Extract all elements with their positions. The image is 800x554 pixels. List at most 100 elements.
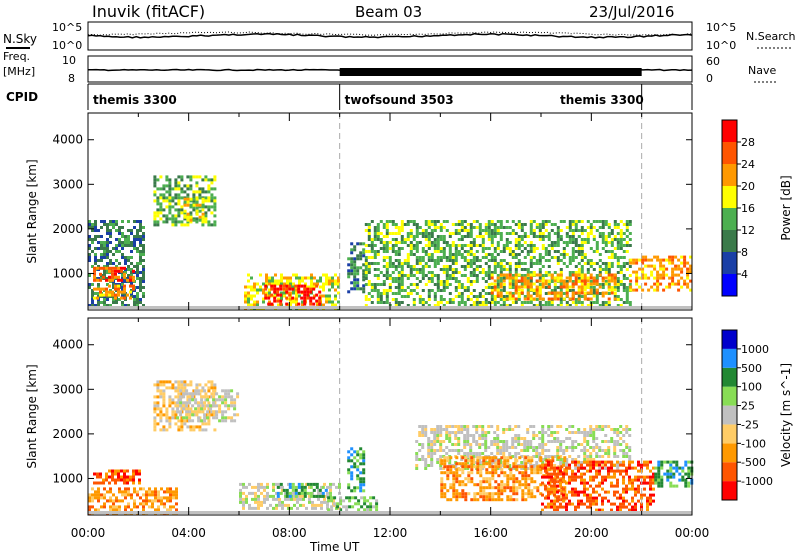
scatter-cell bbox=[350, 269, 354, 273]
scatter-cell bbox=[376, 295, 380, 298]
scatter-cell bbox=[278, 482, 281, 486]
scatter-cell bbox=[478, 446, 482, 449]
scatter-cell bbox=[550, 434, 554, 437]
scatter-cell bbox=[129, 284, 132, 288]
scatter-cell bbox=[568, 437, 572, 440]
scatter-cell bbox=[616, 481, 619, 485]
scatter-cell bbox=[520, 455, 524, 458]
scatter-cell bbox=[433, 452, 437, 455]
scatter-cell bbox=[153, 407, 157, 411]
scatter-cell bbox=[488, 480, 492, 484]
scatter-cell bbox=[505, 297, 509, 301]
scatter-cell bbox=[475, 250, 479, 253]
scatter-cell bbox=[544, 253, 548, 256]
scatter-cell bbox=[121, 286, 124, 289]
scatter-cell bbox=[622, 238, 626, 241]
scatter-cell bbox=[242, 482, 245, 486]
scatter-cell bbox=[440, 462, 444, 466]
scatter-cell bbox=[619, 304, 623, 307]
scatter-cell bbox=[454, 464, 458, 467]
scatter-cell bbox=[551, 480, 555, 484]
scatter-cell bbox=[382, 259, 386, 262]
scatter-cell bbox=[153, 419, 157, 423]
scatter-cell bbox=[100, 301, 103, 304]
scatter-cell bbox=[185, 410, 189, 414]
scatter-cell bbox=[427, 238, 431, 241]
scatter-cell bbox=[385, 232, 389, 235]
scatter-cell bbox=[136, 304, 139, 307]
scatter-cell bbox=[103, 265, 106, 268]
scatter-cell bbox=[154, 493, 157, 497]
scatter-cell bbox=[177, 214, 181, 218]
scatter-cell bbox=[547, 425, 551, 428]
scatter-cell bbox=[142, 505, 145, 509]
scatter-cell bbox=[394, 280, 398, 283]
scatter-cell bbox=[177, 428, 181, 432]
scatter-cell bbox=[91, 295, 94, 298]
scatter-cell bbox=[625, 472, 628, 476]
scatter-cell bbox=[88, 505, 91, 509]
scatter-cell bbox=[514, 262, 518, 265]
scatter-cell bbox=[439, 443, 443, 446]
scatter-cell bbox=[100, 235, 103, 238]
scatter-cell bbox=[100, 241, 103, 244]
scatter-cell bbox=[583, 437, 587, 440]
scatter-cell bbox=[467, 465, 471, 469]
scatter-cell bbox=[586, 268, 590, 271]
scatter-cell bbox=[503, 471, 507, 475]
scatter-cell bbox=[367, 298, 371, 301]
scatter-cell bbox=[665, 258, 669, 262]
scatter-cell bbox=[514, 452, 518, 455]
scatter-cell bbox=[221, 398, 225, 402]
scatter-cell bbox=[455, 480, 459, 484]
scatter-cell bbox=[589, 499, 592, 503]
scatter-cell bbox=[242, 506, 245, 510]
scatter-cell bbox=[464, 498, 468, 502]
scatter-cell bbox=[544, 259, 548, 262]
scatter-cell bbox=[385, 298, 389, 301]
scatter-cell bbox=[180, 223, 184, 227]
scatter-cell bbox=[97, 301, 100, 304]
scatter-cell bbox=[541, 475, 544, 479]
scatter-cell bbox=[526, 428, 530, 431]
scatter-cell bbox=[154, 487, 157, 491]
scatter-cell bbox=[165, 217, 169, 221]
scatter-cell bbox=[625, 292, 629, 295]
scatter-cell bbox=[506, 498, 510, 502]
scatter-cell bbox=[281, 506, 284, 510]
scatter-cell bbox=[562, 440, 566, 443]
scatter-cell bbox=[347, 459, 351, 463]
scatter-cell bbox=[367, 262, 371, 265]
scatter-cell bbox=[136, 250, 139, 253]
scatter-cell bbox=[430, 449, 434, 452]
scatter-cell bbox=[415, 244, 419, 247]
scatter-cell bbox=[198, 193, 202, 197]
scatter-cell bbox=[526, 273, 530, 277]
scatter-cell bbox=[610, 481, 613, 485]
scatter-cell bbox=[565, 428, 569, 431]
scatter-cell bbox=[589, 282, 593, 286]
scatter-cell bbox=[488, 456, 492, 460]
scatter-cell bbox=[162, 425, 166, 429]
scatter-cell bbox=[541, 265, 545, 268]
scatter-cell bbox=[674, 264, 678, 268]
scatter-cell bbox=[538, 297, 542, 301]
scatter-cell bbox=[556, 256, 560, 259]
scatter-cell bbox=[406, 256, 410, 259]
scatter-cell bbox=[565, 285, 569, 289]
scatter-cell bbox=[580, 291, 584, 295]
scatter-cell bbox=[616, 295, 620, 298]
scatter-cell bbox=[490, 425, 494, 428]
scatter-cell bbox=[565, 280, 569, 283]
scatter-cell bbox=[490, 244, 494, 247]
scatter-cell bbox=[493, 301, 497, 304]
cpid-segment-label: themis 3300 bbox=[560, 93, 644, 107]
scatter-cell bbox=[526, 301, 530, 304]
scatter-cell bbox=[493, 229, 497, 232]
scatter-cell bbox=[215, 404, 219, 408]
scatter-cell bbox=[288, 491, 292, 495]
scatter-cell bbox=[136, 505, 139, 509]
scatter-cell bbox=[508, 304, 512, 307]
scatter-cell bbox=[189, 428, 193, 432]
scatter-cell bbox=[168, 395, 172, 399]
